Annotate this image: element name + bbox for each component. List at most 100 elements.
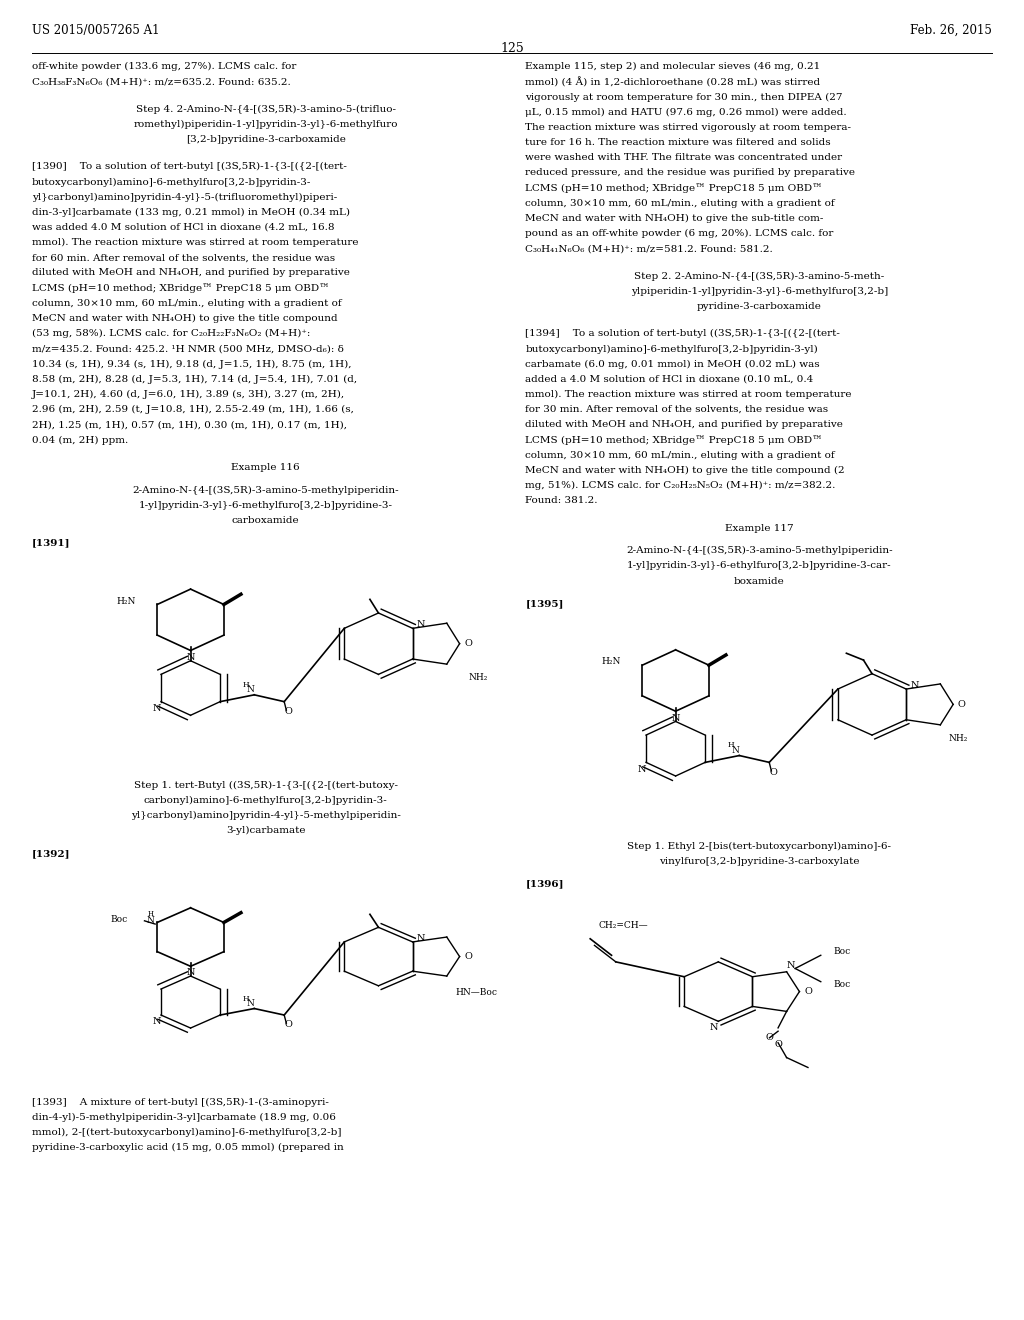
Text: butoxycarbonyl)amino]-6-methylfuro[3,2-b]pyridin-3-: butoxycarbonyl)amino]-6-methylfuro[3,2-b… [32, 177, 311, 186]
Text: MeCN and water with NH₄OH) to give the title compound (2: MeCN and water with NH₄OH) to give the t… [525, 466, 845, 475]
Text: for 60 min. After removal of the solvents, the residue was: for 60 min. After removal of the solvent… [32, 253, 335, 263]
Text: m/z=435.2. Found: 425.2. ¹H NMR (500 MHz, DMSO-d₆): δ: m/z=435.2. Found: 425.2. ¹H NMR (500 MHz… [32, 345, 344, 354]
Text: μL, 0.15 mmol) and HATU (97.6 mg, 0.26 mmol) were added.: μL, 0.15 mmol) and HATU (97.6 mg, 0.26 m… [525, 107, 847, 116]
Text: Feb. 26, 2015: Feb. 26, 2015 [910, 24, 992, 37]
Text: Step 1. tert-Butyl ((3S,5R)-1-{3-[({2-[(tert-butoxy-: Step 1. tert-Butyl ((3S,5R)-1-{3-[({2-[(… [134, 780, 397, 789]
Text: column, 30×10 mm, 60 mL/min., eluting with a gradient of: column, 30×10 mm, 60 mL/min., eluting wi… [525, 450, 835, 459]
Text: HN—Boc: HN—Boc [456, 987, 498, 997]
Text: O: O [957, 700, 966, 709]
Text: diluted with MeOH and NH₄OH, and purified by preparative: diluted with MeOH and NH₄OH, and purifie… [32, 268, 349, 277]
Text: N: N [417, 935, 425, 944]
Text: Example 116: Example 116 [231, 463, 300, 471]
Text: [1396]: [1396] [525, 879, 564, 888]
Text: O: O [774, 1040, 782, 1049]
Text: carbonyl)amino]-6-methylfuro[3,2-b]pyridin-3-: carbonyl)amino]-6-methylfuro[3,2-b]pyrid… [143, 796, 388, 805]
Text: carbamate (6.0 mg, 0.01 mmol) in MeOH (0.02 mL) was: carbamate (6.0 mg, 0.01 mmol) in MeOH (0… [525, 359, 820, 368]
Text: boxamide: boxamide [734, 577, 784, 586]
Text: H: H [243, 995, 249, 1003]
Text: diluted with MeOH and NH₄OH, and purified by preparative: diluted with MeOH and NH₄OH, and purifie… [525, 420, 843, 429]
Text: [1392]: [1392] [32, 849, 71, 858]
Text: N: N [672, 714, 680, 722]
Text: added a 4.0 M solution of HCl in dioxane (0.10 mL, 0.4: added a 4.0 M solution of HCl in dioxane… [525, 375, 813, 384]
Text: carboxamide: carboxamide [231, 516, 300, 525]
Text: column, 30×10 mm, 60 mL/min., eluting with a gradient of: column, 30×10 mm, 60 mL/min., eluting wi… [32, 298, 341, 308]
Text: ture for 16 h. The reaction mixture was filtered and solids: ture for 16 h. The reaction mixture was … [525, 137, 830, 147]
Text: N: N [186, 969, 195, 977]
Text: H₂N: H₂N [601, 657, 621, 667]
Text: 1-yl]pyridin-3-yl}-6-ethylfuro[3,2-b]pyridine-3-car-: 1-yl]pyridin-3-yl}-6-ethylfuro[3,2-b]pyr… [627, 561, 892, 570]
Text: O: O [285, 1020, 293, 1030]
Text: LCMS (pH=10 method; XBridge™ PrepC18 5 μm OBD™: LCMS (pH=10 method; XBridge™ PrepC18 5 μ… [525, 183, 823, 193]
Text: mg, 51%). LCMS calc. for C₂₀H₂₅N₅O₂ (M+H)⁺: m/z=382.2.: mg, 51%). LCMS calc. for C₂₀H₂₅N₅O₂ (M+H… [525, 480, 836, 490]
Text: H: H [147, 911, 154, 919]
Text: vigorously at room temperature for 30 min., then DIPEA (27: vigorously at room temperature for 30 mi… [525, 92, 843, 102]
Text: N: N [638, 764, 646, 774]
Text: column, 30×10 mm, 60 mL/min., eluting with a gradient of: column, 30×10 mm, 60 mL/min., eluting wi… [525, 198, 835, 207]
Text: Boc: Boc [834, 948, 851, 957]
Text: off-white powder (133.6 mg, 27%). LCMS calc. for: off-white powder (133.6 mg, 27%). LCMS c… [32, 62, 296, 71]
Text: mmol). The reaction mixture was stirred at room temperature: mmol). The reaction mixture was stirred … [525, 389, 852, 399]
Text: [1391]: [1391] [32, 539, 71, 548]
Text: Boc: Boc [111, 915, 127, 924]
Text: din-4-yl)-5-methylpiperidin-3-yl]carbamate (18.9 mg, 0.06: din-4-yl)-5-methylpiperidin-3-yl]carbama… [32, 1113, 336, 1122]
Text: [1393]    A mixture of tert-butyl [(3S,5R)-1-(3-aminopyri-: [1393] A mixture of tert-butyl [(3S,5R)-… [32, 1098, 329, 1107]
Text: Found: 381.2.: Found: 381.2. [525, 496, 598, 506]
Text: NH₂: NH₂ [949, 734, 969, 743]
Text: N: N [246, 685, 254, 694]
Text: yl}carbonyl)amino]pyridin-4-yl}-5-(trifluoromethyl)piperi-: yl}carbonyl)amino]pyridin-4-yl}-5-(trifl… [32, 193, 337, 202]
Text: MeCN and water with NH₄OH) to give the sub-title com-: MeCN and water with NH₄OH) to give the s… [525, 214, 823, 223]
Text: LCMS (pH=10 method; XBridge™ PrepC18 5 μm OBD™: LCMS (pH=10 method; XBridge™ PrepC18 5 μ… [32, 284, 330, 293]
Text: 8.58 (m, 2H), 8.28 (d, J=5.3, 1H), 7.14 (d, J=5.4, 1H), 7.01 (d,: 8.58 (m, 2H), 8.28 (d, J=5.3, 1H), 7.14 … [32, 375, 357, 384]
Text: din-3-yl]carbamate (133 mg, 0.21 mmol) in MeOH (0.34 mL): din-3-yl]carbamate (133 mg, 0.21 mmol) i… [32, 207, 350, 216]
Text: N: N [417, 620, 425, 630]
Text: H: H [243, 681, 249, 689]
Text: C₃₀H₃₈F₃N₆O₆ (M+H)⁺: m/z=635.2. Found: 635.2.: C₃₀H₃₈F₃N₆O₆ (M+H)⁺: m/z=635.2. Found: 6… [32, 77, 291, 86]
Text: N: N [786, 961, 796, 970]
Text: N: N [153, 1016, 161, 1026]
Text: reduced pressure, and the residue was purified by preparative: reduced pressure, and the residue was pu… [525, 168, 855, 177]
Text: O: O [464, 639, 472, 648]
Text: 10.34 (s, 1H), 9.34 (s, 1H), 9.18 (d, J=1.5, 1H), 8.75 (m, 1H),: 10.34 (s, 1H), 9.34 (s, 1H), 9.18 (d, J=… [32, 359, 351, 368]
Text: O: O [285, 708, 293, 717]
Text: 0.04 (m, 2H) ppm.: 0.04 (m, 2H) ppm. [32, 436, 128, 445]
Text: NH₂: NH₂ [468, 673, 487, 682]
Text: CH₂=CH—: CH₂=CH— [599, 921, 648, 931]
Text: [1394]    To a solution of tert-butyl ((3S,5R)-1-{3-[({2-[(tert-: [1394] To a solution of tert-butyl ((3S,… [525, 329, 840, 338]
Text: yl}carbonyl)amino]pyridin-4-yl}-5-methylpiperidin-: yl}carbonyl)amino]pyridin-4-yl}-5-methyl… [131, 810, 400, 820]
Text: N: N [910, 681, 919, 690]
Text: J=10.1, 2H), 4.60 (d, J=6.0, 1H), 3.89 (s, 3H), 3.27 (m, 2H),: J=10.1, 2H), 4.60 (d, J=6.0, 1H), 3.89 (… [32, 389, 345, 399]
Text: butoxycarbonyl)amino]-6-methylfuro[3,2-b]pyridin-3-yl): butoxycarbonyl)amino]-6-methylfuro[3,2-b… [525, 345, 818, 354]
Text: romethyl)piperidin-1-yl]pyridin-3-yl}-6-methylfuro: romethyl)piperidin-1-yl]pyridin-3-yl}-6-… [133, 120, 398, 129]
Text: Boc: Boc [834, 981, 851, 990]
Text: N: N [710, 1023, 718, 1032]
Text: were washed with THF. The filtrate was concentrated under: were washed with THF. The filtrate was c… [525, 153, 843, 162]
Text: N: N [731, 746, 739, 755]
Text: [1395]: [1395] [525, 599, 563, 609]
Text: 2-Amino-N-{4-[(3S,5R)-3-amino-5-methylpiperidin-: 2-Amino-N-{4-[(3S,5R)-3-amino-5-methylpi… [626, 546, 893, 556]
Text: 125: 125 [500, 42, 524, 55]
Text: was added 4.0 M solution of HCl in dioxane (4.2 mL, 16.8: was added 4.0 M solution of HCl in dioxa… [32, 223, 334, 232]
Text: C₃₀H₄₁N₆O₆ (M+H)⁺: m/z=581.2. Found: 581.2.: C₃₀H₄₁N₆O₆ (M+H)⁺: m/z=581.2. Found: 581… [525, 244, 773, 253]
Text: (53 mg, 58%). LCMS calc. for C₂₀H₂₂F₃N₆O₂ (M+H)⁺:: (53 mg, 58%). LCMS calc. for C₂₀H₂₂F₃N₆O… [32, 329, 310, 338]
Text: H₂N: H₂N [117, 597, 136, 606]
Text: O: O [804, 987, 812, 997]
Text: MeCN and water with NH₄OH) to give the title compound: MeCN and water with NH₄OH) to give the t… [32, 314, 337, 323]
Text: N: N [146, 916, 155, 925]
Text: [1390]    To a solution of tert-butyl [(3S,5R)-1-{3-[({2-[(tert-: [1390] To a solution of tert-butyl [(3S,… [32, 162, 346, 172]
Text: Example 115, step 2) and molecular sieves (46 mg, 0.21: Example 115, step 2) and molecular sieve… [525, 62, 820, 71]
Text: H: H [727, 742, 734, 750]
Text: 2.96 (m, 2H), 2.59 (t, J=10.8, 1H), 2.55-2.49 (m, 1H), 1.66 (s,: 2.96 (m, 2H), 2.59 (t, J=10.8, 1H), 2.55… [32, 405, 353, 414]
Text: N: N [246, 999, 254, 1008]
Text: O: O [766, 1034, 773, 1043]
Text: N: N [186, 653, 195, 661]
Text: Step 4. 2-Amino-N-{4-[(3S,5R)-3-amino-5-(trifluo-: Step 4. 2-Amino-N-{4-[(3S,5R)-3-amino-5-… [136, 104, 395, 114]
Text: Step 2. 2-Amino-N-{4-[(3S,5R)-3-amino-5-meth-: Step 2. 2-Amino-N-{4-[(3S,5R)-3-amino-5-… [634, 272, 885, 281]
Text: [3,2-b]pyridine-3-carboxamide: [3,2-b]pyridine-3-carboxamide [185, 135, 346, 144]
Text: O: O [464, 952, 472, 961]
Text: pyridine-3-carboxamide: pyridine-3-carboxamide [697, 302, 821, 312]
Text: pound as an off-white powder (6 mg, 20%). LCMS calc. for: pound as an off-white powder (6 mg, 20%)… [525, 228, 834, 238]
Text: LCMS (pH=10 method; XBridge™ PrepC18 5 μm OBD™: LCMS (pH=10 method; XBridge™ PrepC18 5 μ… [525, 436, 823, 445]
Text: mmol). The reaction mixture was stirred at room temperature: mmol). The reaction mixture was stirred … [32, 238, 358, 247]
Text: ylpiperidin-1-yl]pyridin-3-yl}-6-methylfuro[3,2-b]: ylpiperidin-1-yl]pyridin-3-yl}-6-methylf… [631, 286, 888, 296]
Text: The reaction mixture was stirred vigorously at room tempera-: The reaction mixture was stirred vigorou… [525, 123, 851, 132]
